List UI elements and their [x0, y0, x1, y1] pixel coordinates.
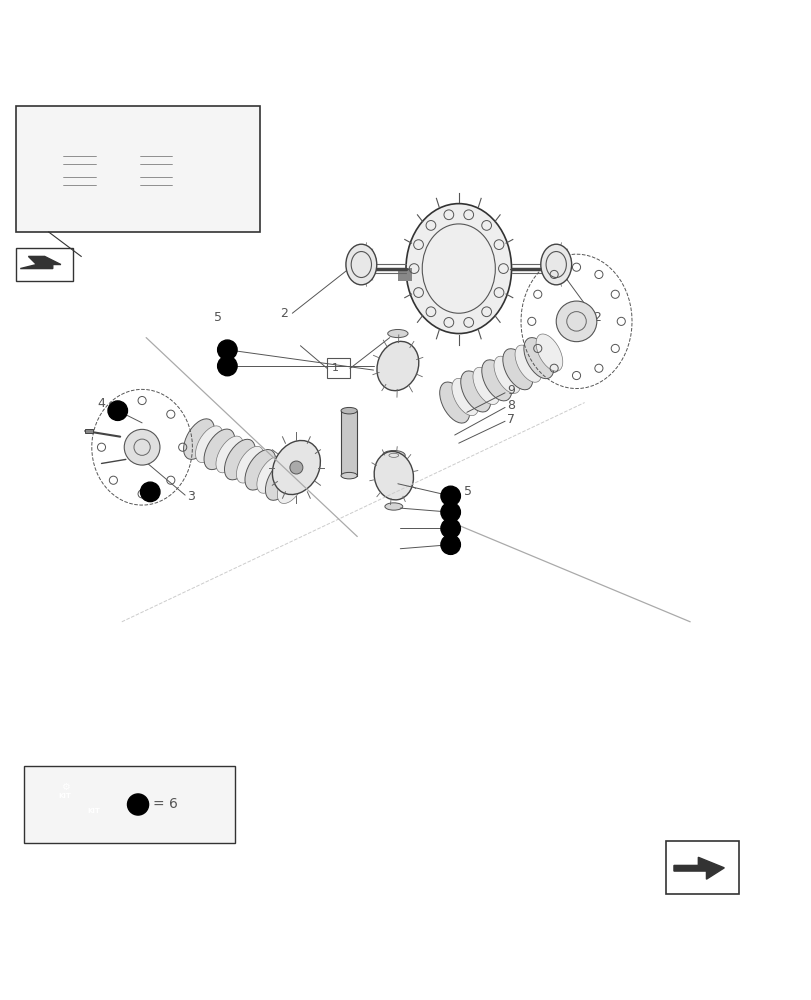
Circle shape	[140, 482, 160, 502]
Bar	[85, 429, 93, 433]
Ellipse shape	[265, 460, 296, 500]
Bar	[397, 268, 412, 269]
Text: ⚙: ⚙	[61, 782, 69, 792]
Ellipse shape	[460, 371, 490, 412]
Ellipse shape	[345, 244, 376, 285]
Ellipse shape	[388, 329, 407, 338]
Circle shape	[124, 429, 160, 465]
Text: 3: 3	[187, 490, 195, 503]
Ellipse shape	[382, 450, 405, 460]
Polygon shape	[77, 788, 109, 825]
Text: 5: 5	[464, 485, 472, 498]
Bar	[24, 766, 235, 843]
Ellipse shape	[440, 382, 469, 423]
Circle shape	[556, 301, 596, 342]
Ellipse shape	[502, 349, 532, 390]
Text: 2: 2	[280, 307, 288, 320]
Circle shape	[440, 519, 460, 538]
Ellipse shape	[406, 204, 511, 334]
Bar	[32, 170, 239, 171]
Ellipse shape	[384, 503, 402, 510]
Bar	[397, 271, 412, 273]
Bar	[53, 153, 61, 187]
Bar	[16, 106, 260, 232]
Ellipse shape	[341, 407, 357, 414]
Ellipse shape	[540, 244, 571, 285]
Bar	[215, 155, 231, 186]
Ellipse shape	[216, 436, 243, 473]
Circle shape	[440, 486, 460, 506]
Bar	[93, 163, 108, 178]
Ellipse shape	[452, 378, 478, 416]
Ellipse shape	[224, 439, 255, 480]
Ellipse shape	[204, 429, 234, 470]
Ellipse shape	[523, 338, 553, 379]
Text: 8: 8	[507, 399, 515, 412]
Circle shape	[217, 340, 237, 360]
Polygon shape	[673, 857, 723, 879]
Circle shape	[217, 356, 237, 376]
Ellipse shape	[472, 367, 499, 404]
Text: KIT: KIT	[87, 808, 100, 814]
Bar	[327, 358, 350, 378]
Text: 7: 7	[507, 413, 515, 426]
Bar	[397, 279, 412, 281]
Ellipse shape	[535, 334, 562, 371]
Text: 4: 4	[97, 397, 105, 410]
Bar	[397, 278, 412, 279]
Ellipse shape	[341, 472, 357, 479]
Ellipse shape	[236, 446, 264, 483]
Circle shape	[127, 794, 148, 815]
Circle shape	[440, 535, 460, 554]
Bar	[397, 274, 412, 276]
Bar	[32, 161, 239, 179]
Circle shape	[290, 461, 303, 474]
Ellipse shape	[376, 341, 418, 391]
Bar	[665, 841, 738, 894]
Bar	[207, 155, 219, 186]
Ellipse shape	[245, 450, 276, 490]
Text: KIT: KIT	[58, 793, 71, 799]
Ellipse shape	[514, 345, 541, 382]
Polygon shape	[20, 256, 61, 269]
Ellipse shape	[374, 451, 413, 500]
Bar	[16, 248, 73, 281]
Ellipse shape	[277, 467, 304, 503]
Bar	[32, 153, 49, 187]
Bar	[45, 153, 57, 187]
Ellipse shape	[99, 148, 135, 193]
Text: 5: 5	[214, 311, 222, 324]
Bar	[397, 276, 412, 278]
Text: = 6: = 6	[152, 797, 178, 811]
Ellipse shape	[183, 419, 214, 459]
Bar	[397, 273, 412, 274]
Ellipse shape	[256, 457, 284, 493]
Ellipse shape	[481, 360, 511, 401]
Polygon shape	[53, 772, 109, 796]
Circle shape	[440, 502, 460, 522]
Ellipse shape	[493, 356, 520, 393]
Circle shape	[108, 401, 127, 420]
Text: 9: 9	[507, 384, 515, 397]
Text: 2: 2	[592, 311, 600, 324]
Ellipse shape	[195, 426, 222, 463]
Ellipse shape	[272, 440, 320, 495]
Bar	[341, 411, 357, 476]
Polygon shape	[53, 780, 77, 817]
Bar	[397, 269, 412, 271]
Text: 1: 1	[332, 363, 338, 373]
